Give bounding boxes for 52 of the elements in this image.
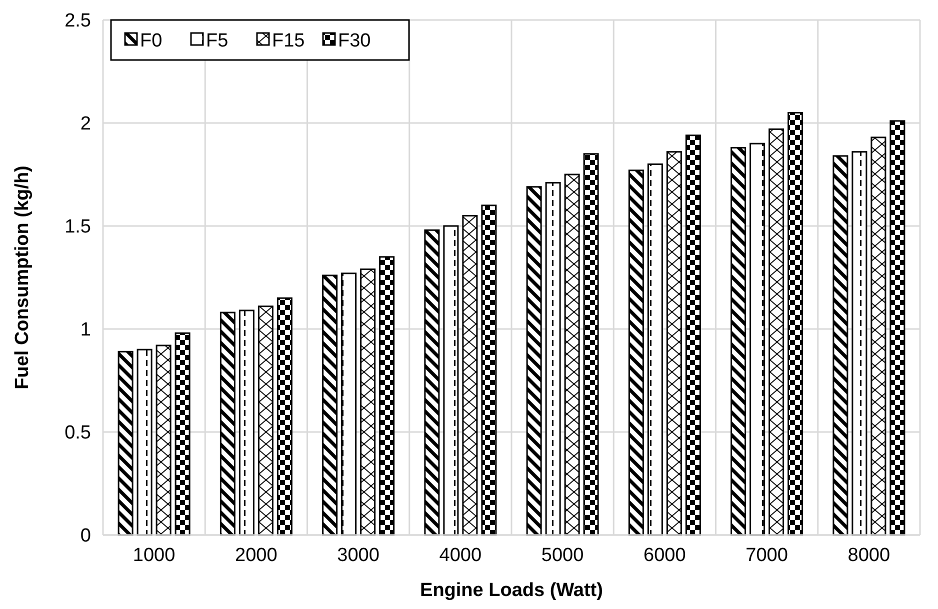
bar [647,163,663,536]
x-tick-label: 1000 [132,545,176,566]
bar [276,297,292,536]
bar [341,272,357,536]
bar [174,332,190,536]
y-axis-title: Fuel Consumption (kg/h) [12,166,33,390]
bar [788,112,804,536]
bar [666,151,682,536]
y-tick-label: 1 [80,320,91,341]
legend-label: F0 [140,30,162,52]
x-tick-label: 7000 [746,545,788,566]
legend-label: F5 [206,30,228,52]
bar [768,128,784,536]
bar [852,151,868,536]
bar [526,186,542,536]
bar [628,170,644,536]
bar [462,214,478,536]
x-tick-label: 5000 [541,545,584,566]
bar [890,120,906,536]
y-tick-label: 2 [80,114,91,135]
bar [564,174,580,536]
x-tick-label: 2000 [235,545,278,566]
bar [750,142,766,536]
y-tick-label: 1.5 [64,216,91,238]
bar [322,274,338,536]
bar [360,268,376,536]
bar [136,348,152,536]
bar [832,155,848,536]
bar [379,256,395,536]
bar [443,225,459,536]
x-tick-label: 3000 [337,545,380,566]
bar [258,306,274,536]
x-tick-label: 8000 [848,545,890,566]
x-axis-title: Engine Loads (Watt) [420,580,603,601]
y-tick-label: 0 [80,526,91,547]
x-tick-label: 4000 [439,545,482,566]
bar [424,229,440,536]
legend-label: F30 [338,30,371,52]
legend-label: F15 [272,30,305,52]
bar [481,204,497,536]
bar [238,310,254,536]
bar [118,350,134,536]
y-tick-label: 2.5 [64,10,91,32]
y-tick-label: 0.5 [64,422,91,444]
x-tick-label: 6000 [644,545,686,566]
bar [220,312,236,536]
bar [545,182,561,536]
bar [156,344,172,536]
bar [583,153,599,536]
bar [730,146,746,536]
bar [870,136,886,536]
bar [685,134,701,536]
